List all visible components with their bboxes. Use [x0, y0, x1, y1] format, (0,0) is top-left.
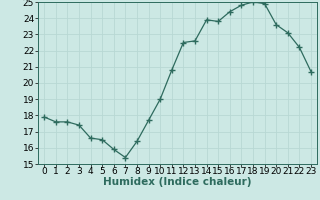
- X-axis label: Humidex (Indice chaleur): Humidex (Indice chaleur): [103, 177, 252, 187]
